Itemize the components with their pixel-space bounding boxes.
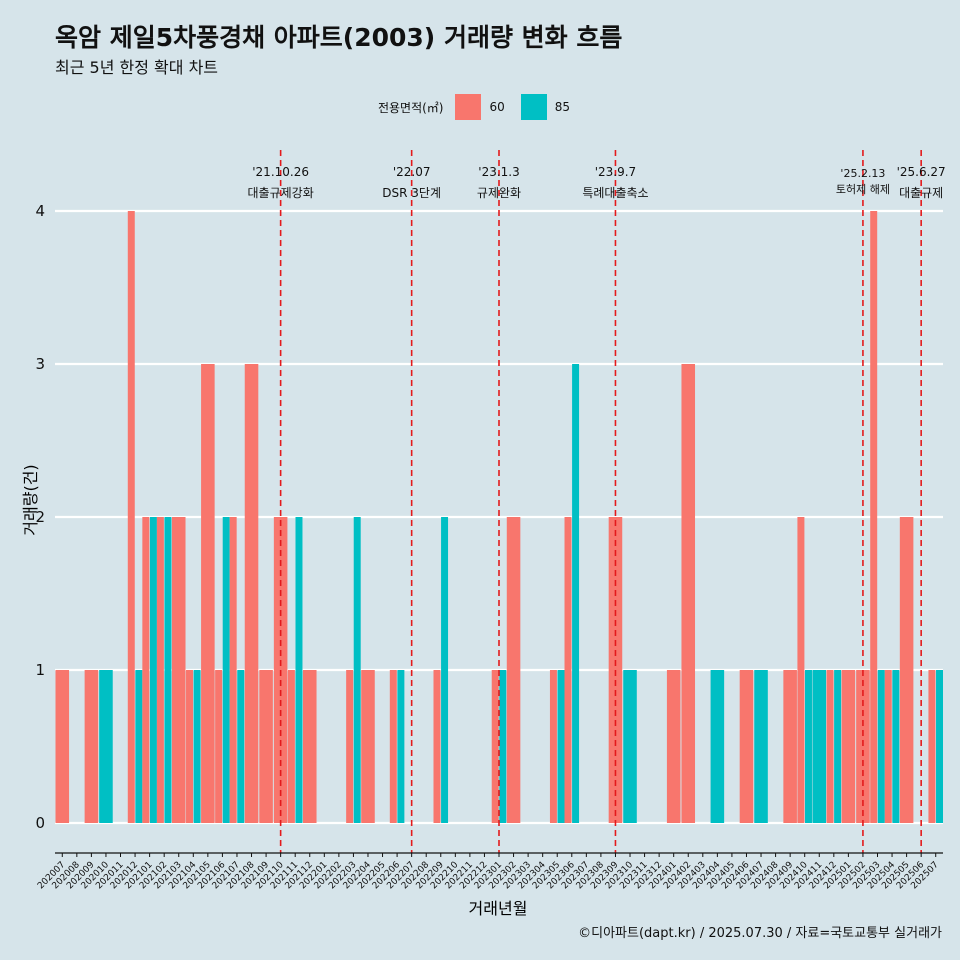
bar-60	[506, 517, 521, 823]
y-tick-label: 4	[35, 202, 45, 220]
bar-60	[549, 670, 557, 823]
bar-60	[287, 670, 295, 823]
legend: 전용면적(㎡) 60 85	[0, 93, 960, 121]
bar-60	[928, 670, 936, 823]
legend-item-85: 85	[517, 94, 570, 120]
bar-85	[892, 670, 900, 823]
bar-60	[84, 670, 99, 823]
y-tick-label: 2	[35, 508, 45, 526]
x-axis-label: 거래년월	[469, 899, 528, 918]
event-date-label: '25.2.13	[840, 167, 885, 180]
event-text-label: 대출규제	[899, 186, 943, 200]
y-tick-label: 3	[35, 355, 45, 373]
bar-60	[215, 670, 223, 823]
event-date-label: '21.10.26	[252, 165, 309, 179]
bar-60	[899, 517, 914, 823]
bar-85	[623, 670, 637, 823]
event-date-label: '22.07	[393, 165, 431, 179]
bar-60	[783, 670, 797, 823]
y-tick-label: 1	[35, 661, 45, 679]
bar-60	[739, 670, 754, 823]
event-text-label: 특례대출축소	[582, 186, 648, 200]
bar-85	[99, 670, 113, 823]
bar-60	[564, 517, 572, 823]
bar-85	[397, 670, 405, 823]
bar-60	[346, 670, 354, 823]
y-tick-label: 0	[35, 814, 45, 832]
event-text-label: 대출규제강화	[248, 186, 314, 200]
bar-60	[856, 670, 870, 823]
bar-60	[229, 517, 237, 823]
bar-60	[302, 670, 317, 823]
bar-60	[361, 670, 375, 823]
bar-60	[201, 364, 215, 823]
bar-60	[433, 670, 441, 823]
bar-60	[127, 211, 135, 823]
bar-60	[244, 364, 259, 823]
event-date-label: '25.6.27	[897, 165, 946, 179]
bar-85	[149, 517, 157, 823]
event-date-label: '23.1.3	[478, 165, 519, 179]
bar-60	[55, 670, 70, 823]
bar-85	[295, 517, 303, 823]
x-axis: 2020072020082020092020102020112020122021…	[36, 852, 943, 891]
bar-85	[499, 670, 507, 823]
bar-85	[193, 670, 201, 823]
event-text-label: DSR 3단계	[382, 186, 441, 200]
chart-title: 옥암 제일5차풍경채 아파트(2003) 거래량 변화 흐름	[55, 23, 623, 52]
legend-swatch-60	[455, 94, 482, 120]
bar-85	[936, 670, 943, 823]
bar-85	[222, 517, 230, 823]
bar-85	[805, 670, 812, 823]
bar-60	[491, 670, 499, 823]
chart-subtitle: 최근 5년 한정 확대 차트	[55, 58, 219, 77]
bar-60	[841, 670, 856, 823]
bar-60	[681, 364, 696, 823]
bar-85	[557, 670, 565, 823]
bar-85	[812, 670, 827, 823]
bars	[55, 211, 943, 823]
bar-85	[710, 670, 725, 823]
bar-85	[353, 517, 361, 823]
bar-60	[884, 670, 892, 823]
bar-60	[259, 670, 273, 823]
bar-60	[826, 670, 834, 823]
bar-85	[441, 517, 449, 823]
bar-85	[164, 517, 172, 823]
bar-60	[666, 670, 681, 823]
bar-60	[171, 517, 186, 823]
bar-60	[870, 211, 878, 823]
source-caption: ©디아파트(dapt.kr) / 2025.07.30 / 자료=국토교통부 실…	[578, 926, 942, 941]
bar-85	[572, 364, 580, 823]
bar-85	[754, 670, 768, 823]
y-axis: 0 1 2 3 4	[35, 202, 45, 832]
bar-85	[237, 670, 245, 823]
event-lines: '21.10.26 대출규제강화 '22.07 DSR 3단계 '23.1.3 규제완화 '…	[248, 150, 946, 853]
bar-85	[834, 670, 842, 823]
bar-85	[877, 670, 885, 823]
event-date-label: '23.9.7	[595, 165, 636, 179]
bar-60	[797, 517, 805, 823]
event-text-label: 토허제 해제	[836, 182, 890, 196]
legend-swatch-85	[520, 94, 547, 120]
bar-60	[389, 670, 397, 823]
legend-label-60: 60	[489, 100, 505, 114]
legend-item-60: 60	[451, 94, 505, 120]
bar-60	[156, 517, 164, 823]
bar-60	[142, 517, 150, 823]
legend-title: 전용면적(㎡)	[377, 100, 444, 115]
bar-85	[135, 670, 143, 823]
bar-60	[186, 670, 193, 823]
event-text-label: 규제완화	[477, 186, 521, 200]
legend-label-85: 85	[554, 100, 571, 114]
y-axis-label: 거래량(건)	[21, 464, 40, 535]
